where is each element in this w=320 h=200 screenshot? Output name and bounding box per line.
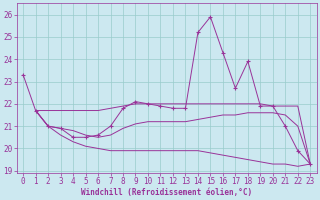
X-axis label: Windchill (Refroidissement éolien,°C): Windchill (Refroidissement éolien,°C) bbox=[81, 188, 252, 197]
